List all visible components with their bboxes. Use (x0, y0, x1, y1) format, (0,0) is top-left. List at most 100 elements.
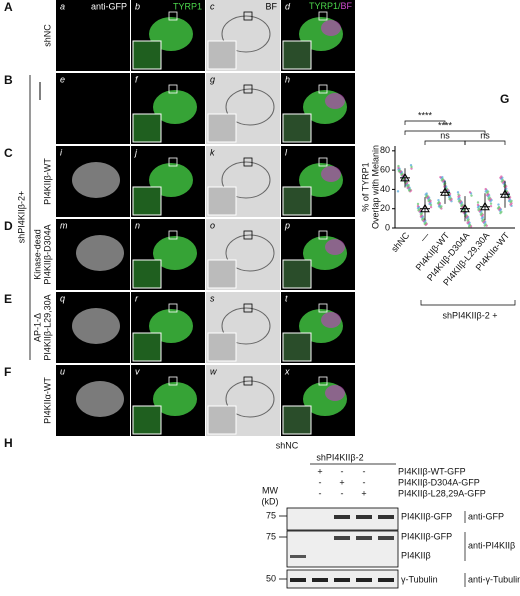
cell-letter: p (284, 220, 290, 230)
replicate-dot (439, 175, 442, 179)
band-label: PI4KIIβ-GFP (401, 531, 452, 541)
cell-letter: j (134, 147, 138, 157)
row-label: PI4KIIα-WT (42, 377, 52, 424)
band (334, 578, 350, 582)
replicate-dot (410, 165, 413, 169)
mean-marker (440, 187, 450, 196)
replicate-dot (509, 203, 512, 206)
replicate-dot (421, 218, 424, 221)
replicate-dot (397, 170, 401, 173)
replicate-dot (487, 197, 490, 201)
roi-box (168, 157, 178, 167)
cell-signal (76, 381, 124, 417)
mw-label: (kD) (262, 496, 279, 506)
y-tick-label: 0 (385, 222, 390, 232)
replicate-dot (429, 203, 433, 207)
significance-label: **** (418, 110, 433, 120)
replicate-dot (419, 213, 423, 216)
row-letter: A (4, 0, 13, 14)
inset (132, 405, 162, 435)
cell-letter: x (284, 366, 290, 376)
replicate-dot (485, 191, 489, 194)
condition-sign: - (341, 466, 344, 476)
cell-letter: g (210, 74, 215, 84)
cell-outline (221, 161, 271, 199)
replicate-dot (483, 224, 486, 227)
cell-letter: v (135, 366, 140, 376)
condition-sign: - (363, 477, 366, 487)
cell-letter: d (285, 1, 291, 11)
x-tick-label: — (418, 230, 431, 243)
inset (132, 332, 162, 362)
antibody-label: anti-GFP (468, 511, 504, 521)
roi-box (168, 11, 178, 21)
significance-bracket (404, 120, 446, 125)
melanin-signal (325, 239, 345, 255)
cell-outline (221, 307, 271, 345)
inset (132, 186, 162, 216)
cell-letter: u (60, 366, 65, 376)
roi-box (243, 11, 253, 21)
inset (207, 113, 237, 143)
lane-header: shPI4KIIβ-2 (316, 452, 363, 462)
band-label: γ-Tubulin (401, 574, 438, 584)
column-header: TYRP1 (173, 1, 202, 11)
replicate-dot (406, 186, 409, 190)
micrograph (56, 73, 130, 144)
replicate-dot (499, 211, 502, 215)
band (312, 578, 328, 582)
y-tick-label: 60 (380, 164, 390, 174)
inset (207, 259, 237, 289)
band-label: PI4KIIβ (401, 550, 431, 560)
condition-sign: + (317, 466, 322, 476)
replicate-dot (397, 166, 400, 170)
replicate-dot (477, 208, 480, 212)
panel-letter: H (4, 436, 13, 450)
replicate-dot (484, 187, 487, 191)
mean-marker (500, 189, 510, 198)
cell-letter: t (285, 293, 288, 303)
roi-box (168, 376, 178, 386)
replicate-dot (497, 203, 500, 206)
band (378, 578, 394, 582)
roi-box (243, 157, 253, 167)
melanin-signal (325, 385, 345, 401)
replicate-dot (436, 202, 440, 205)
significance-bracket (404, 130, 486, 135)
row-letter: C (4, 146, 13, 160)
cell-letter: b (135, 1, 140, 11)
replicate-dot (400, 173, 403, 176)
antibody-label: anti-γ-Tubulin (468, 574, 520, 584)
roi-box (318, 157, 328, 167)
replicate-dot (476, 203, 480, 207)
cell-signal (72, 308, 120, 344)
cell-letter: k (210, 147, 215, 157)
replicate-dot (437, 198, 440, 202)
replicate-dot (460, 204, 463, 208)
roi-box (168, 303, 178, 313)
inset (282, 40, 312, 70)
replicate-dot (509, 200, 512, 204)
inset (207, 405, 237, 435)
row-label: PI4KIIβ-D304A (42, 224, 52, 284)
roi-box (243, 84, 253, 94)
replicate-dot (427, 199, 430, 203)
row-label: shNC (42, 24, 52, 47)
mean-marker (460, 203, 470, 213)
group-bracket (420, 300, 516, 306)
mw-label: MW (262, 485, 278, 495)
mw-marker: 75 (266, 510, 276, 520)
row-label: PI4KIIβ-L29,30A (42, 294, 52, 360)
roi-box (318, 230, 328, 240)
condition-sign: - (319, 477, 322, 487)
replicate-dot (479, 213, 483, 216)
condition-sign: + (339, 477, 344, 487)
replicate-dot (499, 176, 502, 179)
roi-box (318, 303, 328, 313)
band (334, 515, 350, 519)
replicate-dot (440, 179, 444, 182)
replicate-dot (468, 191, 472, 194)
condition-name: PI4KIIβ-D304A-GFP (398, 477, 480, 487)
band (334, 536, 350, 540)
